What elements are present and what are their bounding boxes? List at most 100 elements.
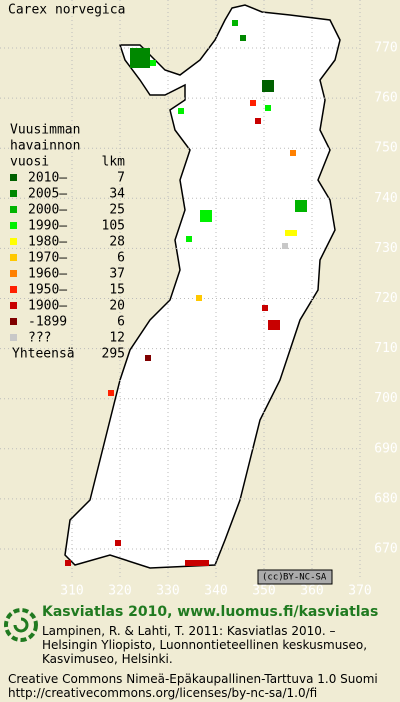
legend-title: Vuusimman xyxy=(10,123,80,138)
finland-outline xyxy=(64,4,341,569)
x-tick-label: 330 xyxy=(156,584,179,599)
observation-square xyxy=(185,560,209,566)
legend-total-label: Yhteensä xyxy=(12,347,75,362)
observation-square xyxy=(130,48,150,68)
legend-label: 1990– xyxy=(28,219,67,234)
observation-square xyxy=(196,295,202,301)
legend-count: 6 xyxy=(117,251,125,266)
legend-count: 20 xyxy=(109,299,125,314)
observation-square xyxy=(250,100,256,106)
footer-heading: Kasviatlas 2010, www.luomus.fi/kasviatla… xyxy=(42,604,379,620)
citation: Kasvimuseo, Helsinki. xyxy=(42,652,173,666)
observation-square xyxy=(108,390,114,396)
x-tick-label: 350 xyxy=(252,584,275,599)
legend-label: 2005– xyxy=(28,187,67,202)
observation-square xyxy=(255,118,261,124)
legend-label: 2010– xyxy=(28,171,67,186)
legend-swatch xyxy=(10,174,17,181)
legend-label: 1960– xyxy=(28,267,67,282)
y-tick-label: 760 xyxy=(374,91,397,106)
legend-count: 28 xyxy=(109,235,125,250)
observation-square xyxy=(240,35,246,41)
logo-spiral xyxy=(13,617,29,633)
logo xyxy=(4,608,38,642)
legend-column: lkm xyxy=(102,155,126,170)
legend-swatch xyxy=(10,206,17,213)
legend-label: -1899 xyxy=(28,315,67,330)
license: Creative Commons Nimeä-Epäkaupallinen-Ta… xyxy=(8,672,378,686)
y-tick-label: 670 xyxy=(374,542,397,557)
y-tick-label: 680 xyxy=(374,491,397,506)
legend-count: 37 xyxy=(109,267,125,282)
legend-count: 15 xyxy=(109,283,125,298)
observation-square xyxy=(200,210,212,222)
observation-square xyxy=(232,20,238,26)
x-tick-label: 310 xyxy=(60,584,83,599)
legend-total: 295 xyxy=(102,347,125,362)
legend-label: 1970– xyxy=(28,251,67,266)
observation-square xyxy=(150,60,156,66)
observation-squares xyxy=(65,20,307,566)
license-badge: (cc) BY-NC-SA xyxy=(257,569,333,585)
badge-text: (cc) xyxy=(262,573,284,583)
y-tick-label: 720 xyxy=(374,291,397,306)
legend-swatch xyxy=(10,270,17,277)
y-tick-label: 730 xyxy=(374,241,397,256)
legend-count: 105 xyxy=(102,219,125,234)
legend-swatch xyxy=(10,334,17,341)
legend-swatch xyxy=(10,302,17,309)
x-tick-label: 360 xyxy=(300,584,323,599)
citation: Helsingin Yliopisto, Luonnontieteellinen… xyxy=(42,638,368,652)
observation-square xyxy=(295,200,307,212)
legend-swatch xyxy=(10,318,17,325)
observation-square xyxy=(282,243,288,249)
logo-ring xyxy=(4,608,38,642)
badge-box xyxy=(257,569,333,585)
observation-square xyxy=(290,150,296,156)
legend-label: 1950– xyxy=(28,283,67,298)
x-tick-label: 370 xyxy=(348,584,371,599)
legend-count: 34 xyxy=(109,187,125,202)
observation-square xyxy=(178,108,184,114)
y-tick-label: 740 xyxy=(374,191,397,206)
y-tick-label: 750 xyxy=(374,141,397,156)
license: http://creativecommons.org/licenses/by-n… xyxy=(8,686,318,700)
observation-square xyxy=(268,320,280,330)
badge-text: BY-NC-SA xyxy=(283,573,327,583)
observation-square xyxy=(145,355,151,361)
legend-column: vuosi xyxy=(10,155,49,170)
legend-swatch xyxy=(10,254,17,261)
observation-square xyxy=(65,560,71,566)
legend-label: 1980– xyxy=(28,235,67,250)
legend-count: 12 xyxy=(109,331,125,346)
observation-square xyxy=(262,305,268,311)
x-tick-label: 320 xyxy=(108,584,131,599)
legend-label: 1900– xyxy=(28,299,67,314)
citation: Lampinen, R. & Lahti, T. 2011: Kasviatla… xyxy=(42,624,336,638)
legend-swatch xyxy=(10,190,17,197)
y-tick-label: 770 xyxy=(374,41,397,56)
y-tick-label: 700 xyxy=(374,391,397,406)
legend-title: havainnon xyxy=(10,139,80,154)
observation-square xyxy=(186,236,192,242)
legend-label: 2000– xyxy=(28,203,67,218)
legend-count: 25 xyxy=(109,203,125,218)
observation-square xyxy=(285,230,297,236)
x-tick-label: 340 xyxy=(204,584,227,599)
legend-count: 6 xyxy=(117,315,125,330)
y-tick-label: 710 xyxy=(374,341,397,356)
legend-count: 7 xyxy=(117,171,125,186)
legend-swatch xyxy=(10,238,17,245)
observation-square xyxy=(115,540,121,546)
observation-square xyxy=(265,105,271,111)
map-title: Carex norvegica xyxy=(8,3,125,18)
observation-square xyxy=(262,80,274,92)
legend-label: ??? xyxy=(28,331,51,346)
legend-swatch xyxy=(10,222,17,229)
legend-swatch xyxy=(10,286,17,293)
legend: Vuusimman havainnon vuosi lkm 2010– 7 2005… xyxy=(10,123,125,362)
y-tick-label: 690 xyxy=(374,441,397,456)
